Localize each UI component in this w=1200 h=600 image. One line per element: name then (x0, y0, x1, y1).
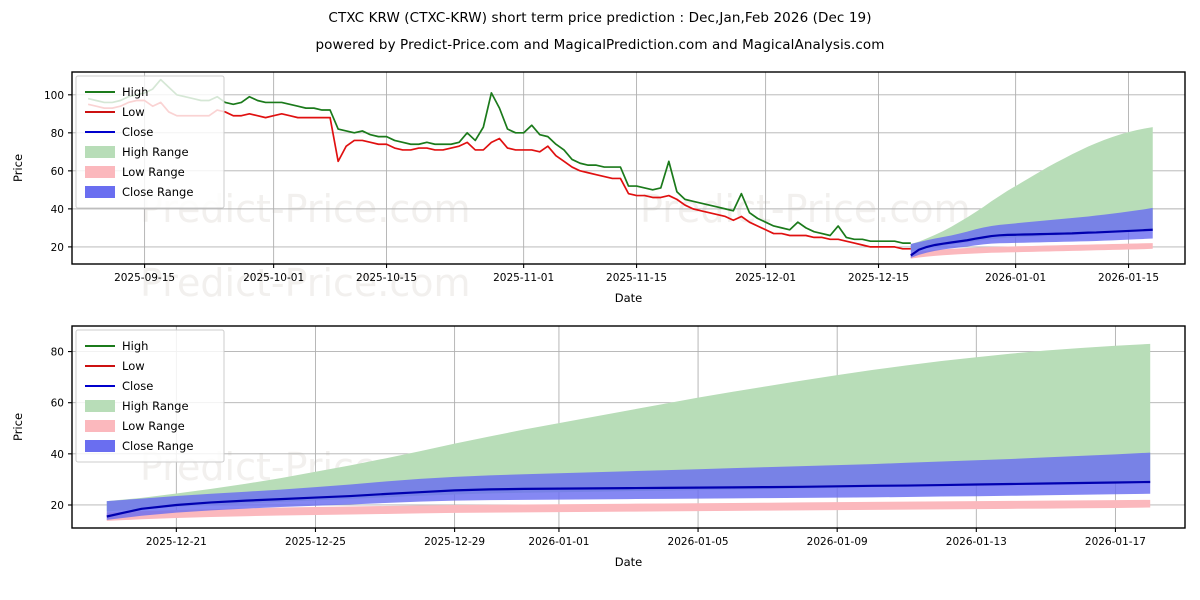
chart-forecast-zoom: Predict-Price.comPredict-Price.com204060… (0, 312, 1200, 600)
chart-overview-svg: Predict-Price.com Predict-Price.comPredic… (11, 71, 1186, 305)
legend-item-label: High Range (122, 399, 189, 413)
legend-item-label: Close (122, 379, 153, 393)
band-close-range (106, 452, 1151, 520)
band-low-range (106, 499, 1151, 521)
title-block: CTXC KRW (CTXC-KRW) short term price pre… (0, 0, 1200, 53)
x-tick-label: 2025-10-15 (356, 272, 417, 284)
x-tick-label: 2025-12-15 (848, 272, 909, 284)
series-close-line (106, 480, 1151, 518)
legend-item-label: Close Range (122, 185, 193, 199)
x-axis-label: Date (615, 291, 643, 305)
x-tick-label: 2026-01-01 (528, 536, 589, 548)
y-tick-label: 60 (51, 166, 64, 178)
y-tick-label: 80 (51, 128, 64, 140)
legend-item-label: Close (122, 125, 153, 139)
y-axis-label: Price (11, 413, 25, 441)
plot-frame (71, 71, 1186, 265)
legend-patch-swatch (85, 400, 115, 412)
x-axis-label: Date (615, 555, 643, 569)
x-tick-label: 2025-12-25 (285, 536, 346, 548)
legend-item-label: High (122, 85, 148, 99)
x-tick-label: 2025-11-15 (606, 272, 667, 284)
legend-patch-swatch (85, 420, 115, 432)
x-tick-label: 2025-12-01 (735, 272, 796, 284)
series-high-line (87, 78, 911, 244)
series-low-line (87, 99, 911, 250)
x-tick-label: 2025-09-15 (114, 272, 175, 284)
legend-patch-swatch (85, 440, 115, 452)
plot-frame (71, 325, 1186, 529)
y-tick-label: 40 (51, 449, 64, 461)
y-tick-label: 40 (51, 204, 64, 216)
series-close-line (910, 228, 1153, 257)
x-tick-label: 2026-01-09 (807, 536, 868, 548)
watermark-text: Predict-Price.com (140, 261, 471, 305)
chart-overview-full-history: Predict-Price.com Predict-Price.com Predic… (0, 52, 1200, 312)
y-tick-label: 80 (51, 347, 64, 359)
band-low-range (910, 243, 1153, 259)
legend-item-label: Low Range (122, 165, 185, 179)
legend-item-label: High Range (122, 145, 189, 159)
y-tick-label: 20 (51, 242, 64, 254)
x-tick-label: 2026-01-15 (1098, 272, 1159, 284)
legend-item-label: Low (122, 105, 145, 119)
chart-forecast-svg: Predict-Price.comPredict-Price.com204060… (11, 325, 1186, 569)
band-close-range (910, 207, 1153, 258)
page-title: CTXC KRW (CTXC-KRW) short term price pre… (328, 10, 872, 26)
y-axis-label: Price (11, 154, 25, 182)
y-tick-label: 20 (51, 500, 64, 512)
x-tick-label: 2025-12-29 (424, 536, 485, 548)
x-tick-label: 2025-10-01 (243, 272, 304, 284)
legend-item-label: Low Range (122, 419, 185, 433)
legend-item-label: High (122, 339, 148, 353)
x-tick-label: 2025-12-21 (146, 536, 207, 548)
x-tick-label: 2026-01-13 (946, 536, 1007, 548)
legend-patch-swatch (85, 186, 115, 198)
legend-patch-swatch (85, 146, 115, 158)
x-tick-label: 2026-01-01 (985, 272, 1046, 284)
legend-item-label: Close Range (122, 439, 193, 453)
x-tick-label: 2025-11-01 (493, 272, 554, 284)
legend-patch-swatch (85, 166, 115, 178)
x-tick-label: 2026-01-05 (668, 536, 729, 548)
x-tick-label: 2026-01-17 (1085, 536, 1146, 548)
y-tick-label: 60 (51, 398, 64, 410)
page-subtitle: powered by Predict-Price.com and Magical… (315, 37, 885, 53)
legend-item-label: Low (122, 359, 145, 373)
y-tick-label: 100 (44, 90, 64, 102)
